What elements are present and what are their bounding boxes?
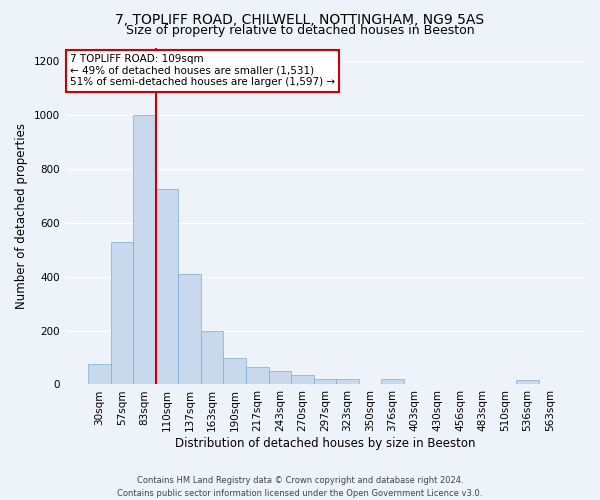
Bar [381, 379, 404, 384]
Bar [269, 371, 291, 384]
Bar [223, 358, 246, 384]
Bar [516, 380, 539, 384]
Bar [88, 364, 111, 384]
Bar [133, 115, 156, 384]
Bar [314, 379, 336, 384]
Text: Contains HM Land Registry data © Crown copyright and database right 2024.
Contai: Contains HM Land Registry data © Crown c… [118, 476, 482, 498]
Text: Size of property relative to detached houses in Beeston: Size of property relative to detached ho… [125, 24, 475, 37]
Bar [156, 189, 178, 384]
Bar [291, 375, 314, 384]
Y-axis label: Number of detached properties: Number of detached properties [15, 123, 28, 309]
Text: 7 TOPLIFF ROAD: 109sqm
← 49% of detached houses are smaller (1,531)
51% of semi-: 7 TOPLIFF ROAD: 109sqm ← 49% of detached… [70, 54, 335, 88]
Bar [246, 367, 269, 384]
Bar [336, 379, 359, 384]
X-axis label: Distribution of detached houses by size in Beeston: Distribution of detached houses by size … [175, 437, 475, 450]
Bar [111, 242, 133, 384]
Text: 7, TOPLIFF ROAD, CHILWELL, NOTTINGHAM, NG9 5AS: 7, TOPLIFF ROAD, CHILWELL, NOTTINGHAM, N… [115, 12, 485, 26]
Bar [201, 330, 223, 384]
Bar [178, 274, 201, 384]
